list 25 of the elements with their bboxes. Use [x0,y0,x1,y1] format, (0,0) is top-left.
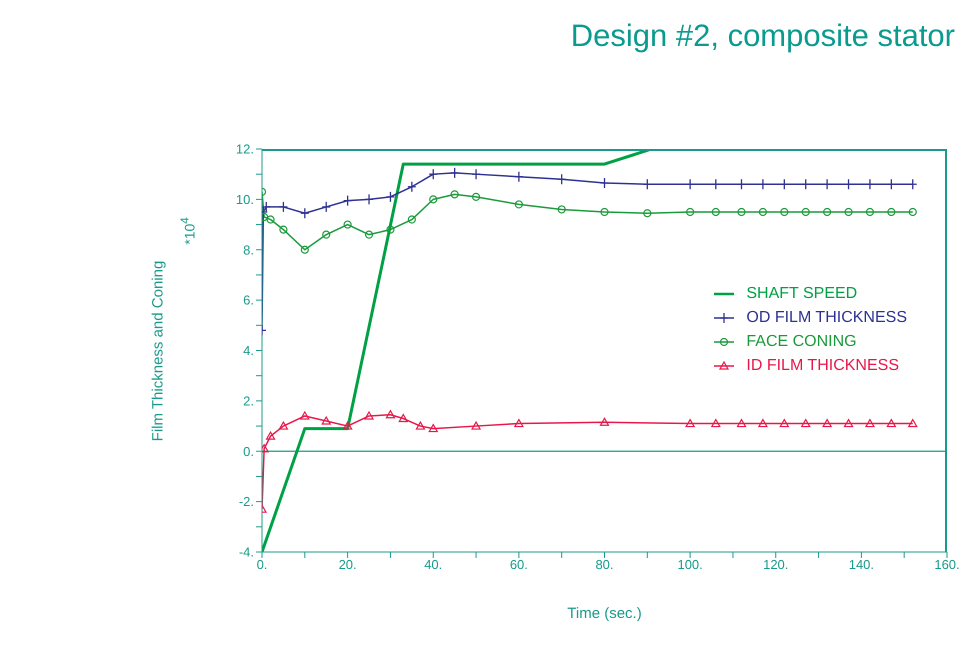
y-tick-label: 6. [243,292,254,308]
x-tick-label: 120. [763,557,788,572]
x-tick-label: 0. [256,557,268,572]
chart-title: Design #2, composite stator [570,18,955,54]
y-axis-title: Film Thickness and Coning [150,260,166,441]
y-tick-label: 8. [243,242,254,258]
y-tick-label: 0. [243,444,254,459]
y-tick-label: 12. [236,142,254,157]
y-tick-label: -2. [238,494,254,510]
y-tick-label: 4. [243,343,254,358]
x-tick-label: 20. [338,557,357,572]
legend-label: ID FILM THICKNESS [746,357,899,375]
y-tick-label: -4. [238,544,254,560]
x-tick-label: 80. [595,557,614,572]
legend-label: OD FILM THICKNESS [746,309,907,327]
y-tick-label: 2. [243,393,254,408]
x-tick-label: 60. [510,557,528,572]
legend-label: FACE CONING [746,333,857,351]
y-tick-label: 10. [236,192,254,207]
legend-label: SHAFT SPEED [746,285,858,303]
x-axis-title: Time (sec.) [566,605,643,622]
x-tick-label: 160. [934,557,960,572]
x-tick-label: 40. [424,557,442,572]
x-tick-label: 100. [677,557,703,572]
x-tick-label: 140. [848,557,874,572]
